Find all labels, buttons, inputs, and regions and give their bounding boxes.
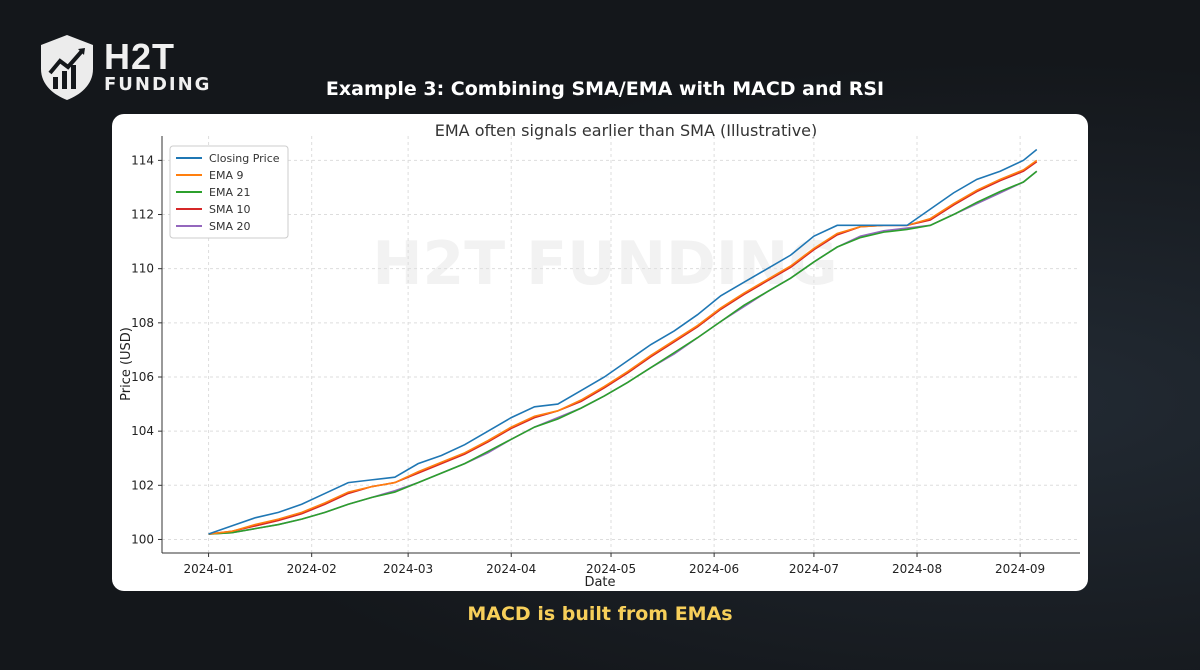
y-tick-label: 102 <box>131 478 154 492</box>
watermark: H2T FUNDING <box>372 229 837 299</box>
brand-subtitle: FUNDING <box>104 73 212 95</box>
legend-box <box>169 145 289 239</box>
x-tick-label: 2024-04 <box>486 562 536 576</box>
x-tick-label: 2024-09 <box>995 562 1045 576</box>
y-tick-label: 110 <box>131 262 154 276</box>
legend-label: SMA 10 <box>209 203 251 216</box>
series-line-sma-20 <box>208 170 1038 535</box>
x-tick-label: 2024-03 <box>383 562 433 576</box>
series-line-ema-21 <box>208 170 1038 535</box>
y-tick-label: 100 <box>131 532 154 546</box>
series-line-closing-price <box>208 148 1038 535</box>
page-title: Example 3: Combining SMA/EMA with MACD a… <box>325 78 885 100</box>
y-tick-label: 108 <box>131 316 154 330</box>
legend-label: Closing Price <box>209 152 280 165</box>
y-tick-label: 112 <box>131 208 154 222</box>
chart-title: EMA often signals earlier than SMA (Illu… <box>435 121 818 140</box>
series-line-sma-10 <box>208 161 1038 535</box>
x-tick-label: 2024-07 <box>789 562 839 576</box>
y-tick-label: 104 <box>131 424 154 438</box>
caption: MACD is built from EMAs <box>467 603 733 625</box>
legend-label: EMA 9 <box>209 169 243 182</box>
y-axis-label: Price (USD) <box>119 327 134 401</box>
y-tick-label: 106 <box>131 370 154 384</box>
legend-label: EMA 21 <box>209 186 250 199</box>
series-line-ema-9 <box>208 159 1038 535</box>
legend-label: SMA 20 <box>209 220 251 233</box>
x-tick-label: 2024-01 <box>183 562 233 576</box>
chart-card: H2T FUNDING EMA often signals earlier th… <box>112 114 1088 591</box>
x-tick-label: 2024-08 <box>892 562 942 576</box>
line-chart: H2T FUNDING EMA often signals earlier th… <box>119 121 1080 590</box>
brand-name: H2T <box>104 35 176 77</box>
x-tick-label: 2024-06 <box>689 562 739 576</box>
shield-chart-icon <box>41 35 93 100</box>
x-tick-label: 2024-05 <box>586 562 636 576</box>
x-axis-label: Date <box>584 575 615 590</box>
x-tick-label: 2024-02 <box>287 562 337 576</box>
y-tick-label: 114 <box>131 153 154 167</box>
logo: H2T FUNDING <box>38 33 211 101</box>
